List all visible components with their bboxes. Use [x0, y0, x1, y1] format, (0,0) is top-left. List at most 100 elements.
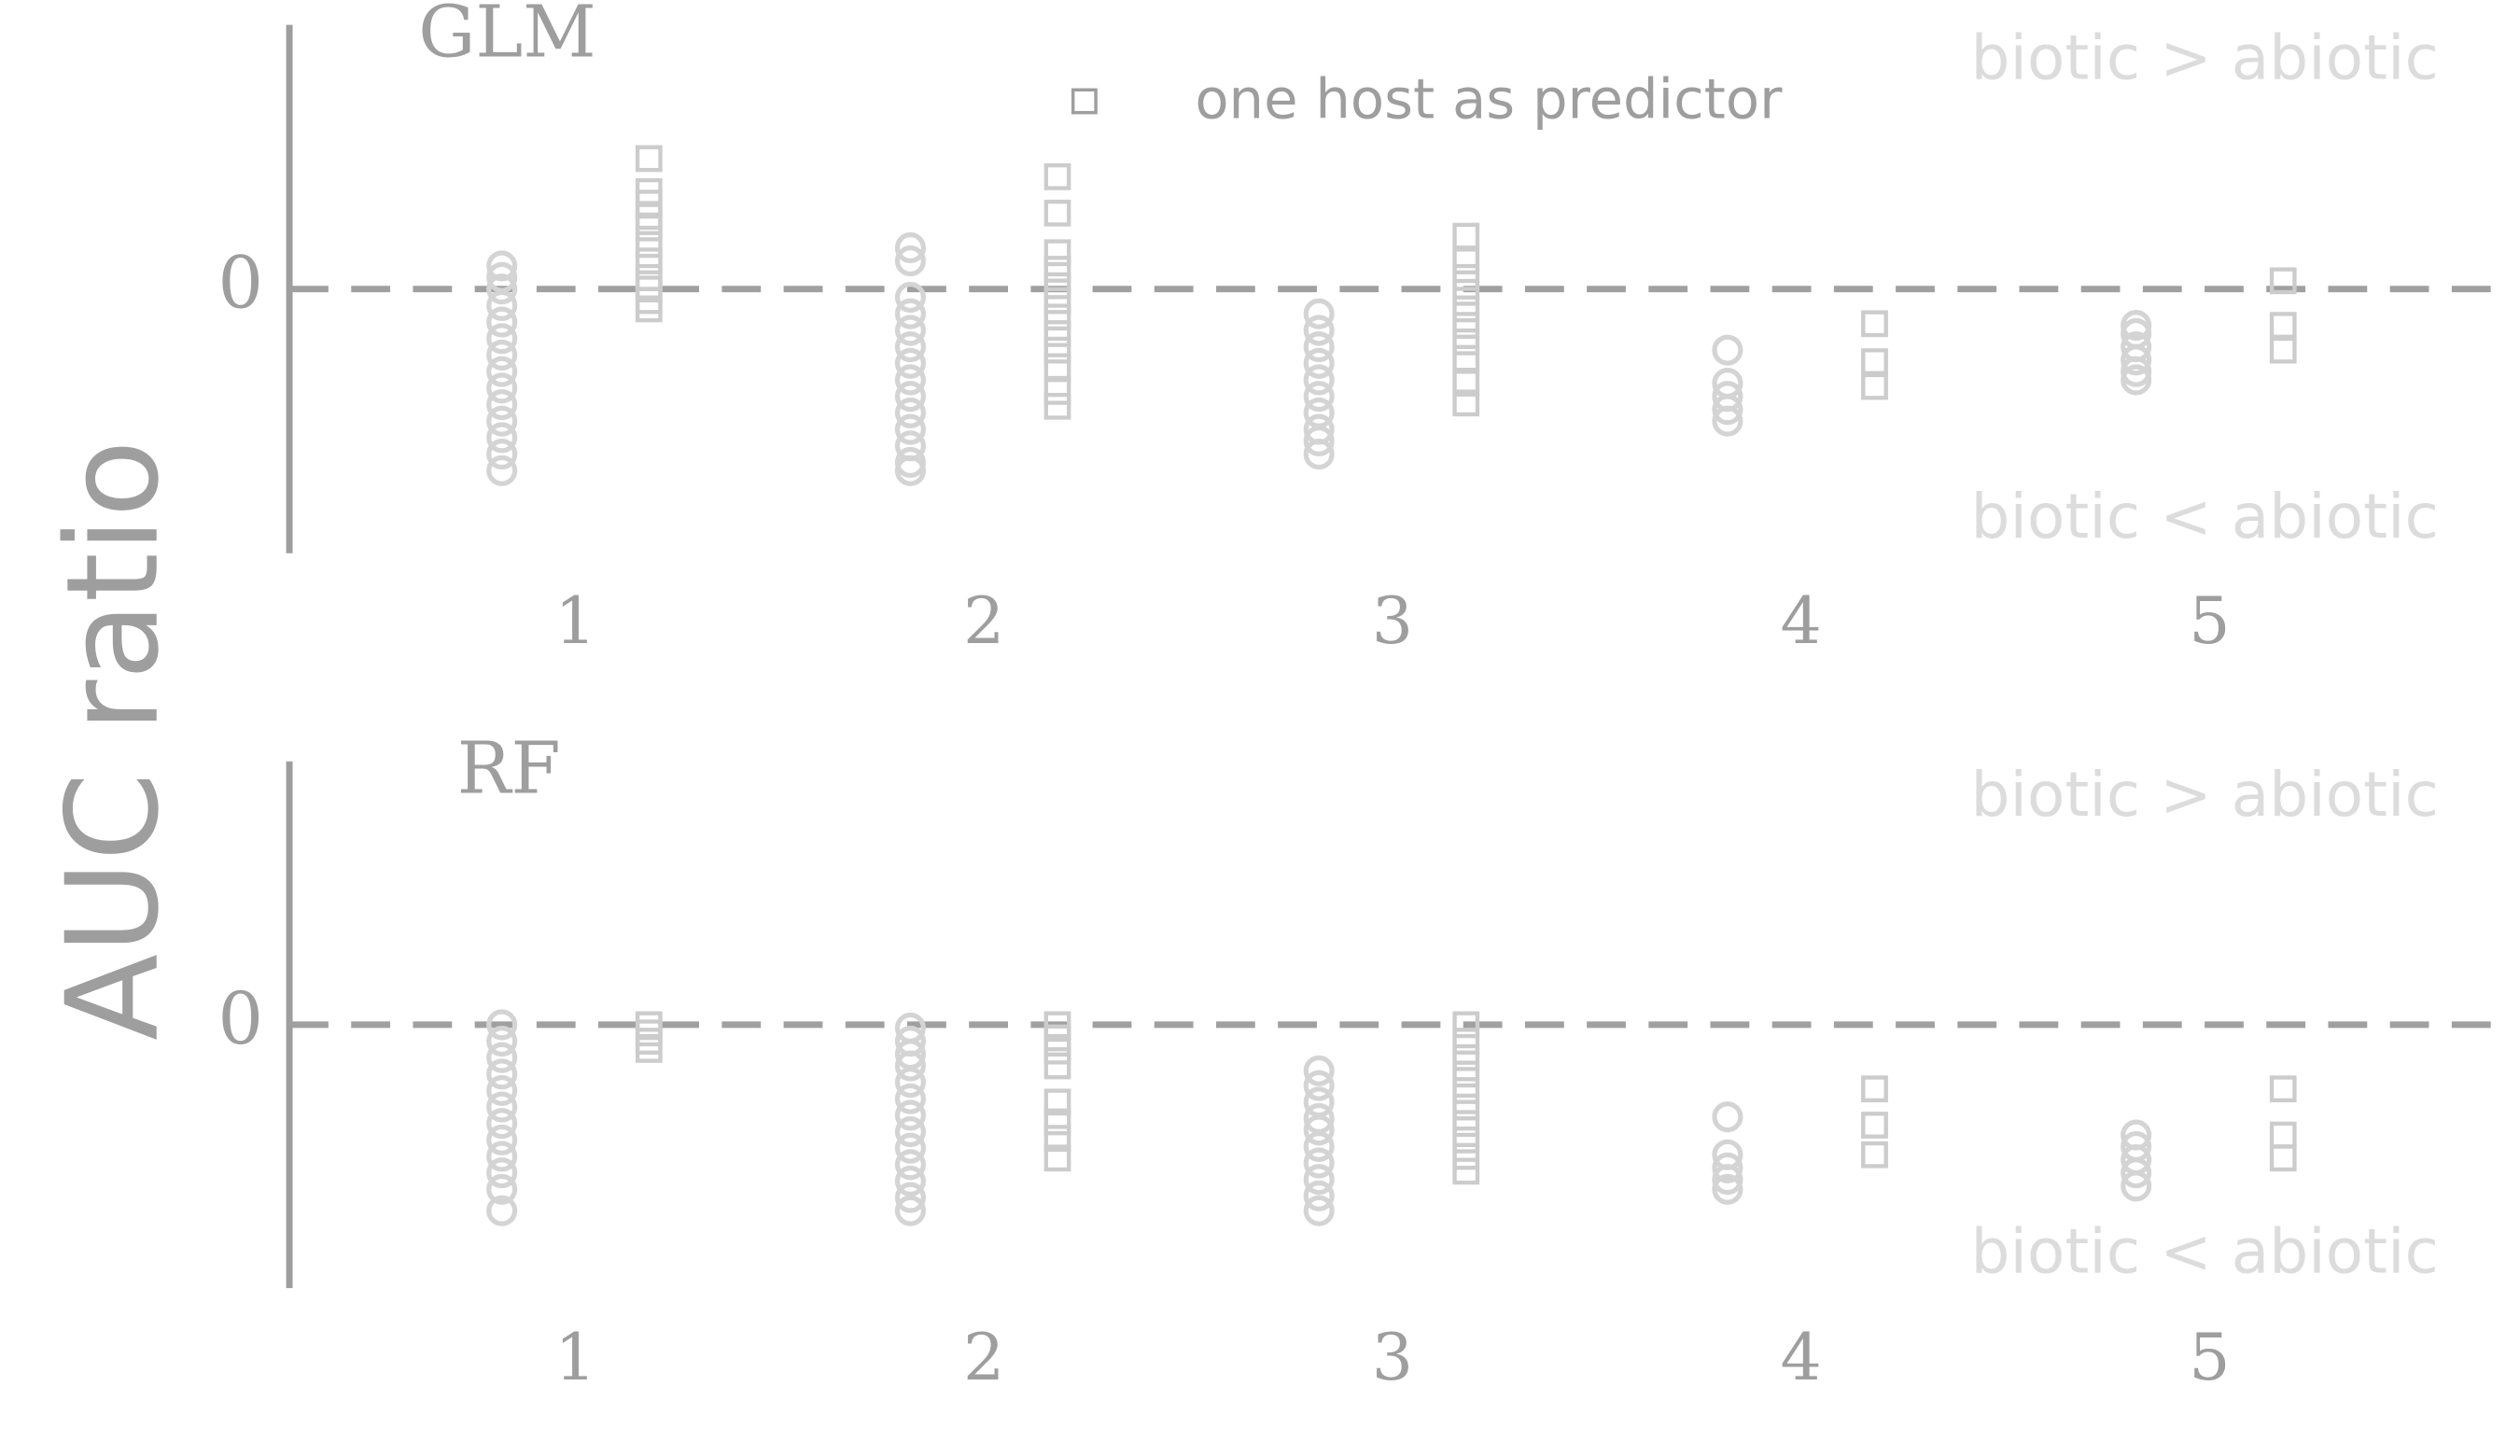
circle-point [486, 1157, 518, 1189]
circle-point [894, 455, 926, 486]
circle-point [486, 323, 518, 355]
circle-point [2121, 1170, 2152, 1202]
circle-point [1303, 347, 1335, 379]
square-point [1043, 199, 1071, 227]
x-tick-label: 1 [554, 1320, 595, 1395]
square-point [1452, 1142, 1480, 1170]
legend-marker [1071, 88, 1098, 115]
square-point [635, 247, 663, 274]
circle-point [894, 281, 926, 314]
square-point [1452, 344, 1480, 372]
circle-point [1303, 1164, 1335, 1196]
circle-point [1303, 331, 1335, 363]
circle-point [1712, 1152, 1743, 1183]
square-point [1043, 272, 1071, 300]
square-point [1043, 239, 1071, 267]
square-point [1452, 1157, 1480, 1185]
circle-point [1303, 1055, 1335, 1086]
circle-point [894, 1195, 926, 1226]
square-point [635, 1035, 663, 1063]
square-point [1043, 353, 1071, 381]
square-point [2269, 1075, 2297, 1103]
square-point [1452, 1093, 1480, 1121]
circle-point [1712, 1101, 1743, 1133]
circle-point [1303, 1147, 1335, 1179]
circle-point [1303, 1195, 1335, 1226]
x-tick-label: 3 [1372, 1320, 1413, 1395]
circle-point [486, 339, 518, 371]
panel-title: GLM [418, 0, 596, 75]
y-tick-label: 0 [217, 243, 263, 326]
circle-point [894, 1132, 926, 1164]
circle-point [894, 397, 926, 428]
square-point [1861, 1141, 1888, 1169]
circle-point [486, 356, 518, 387]
square-point [1452, 247, 1480, 274]
circle-point [486, 1074, 518, 1106]
square-point [635, 295, 663, 323]
circle-point [1712, 394, 1743, 426]
square-point [1452, 1110, 1480, 1138]
circle-point [1303, 1130, 1335, 1162]
square-point [1452, 1011, 1480, 1039]
square-point [1043, 256, 1071, 283]
square-point [1043, 1037, 1071, 1065]
circle-point [894, 364, 926, 396]
square-point [1043, 392, 1071, 420]
square-point [1861, 310, 1888, 338]
x-tick-label: 2 [963, 1320, 1004, 1395]
square-point [1452, 1043, 1480, 1071]
circle-point [486, 1173, 518, 1205]
circle-point [2121, 1157, 2152, 1189]
circle-point [1303, 364, 1335, 396]
circle-point [486, 422, 518, 454]
circle-point [1303, 315, 1335, 346]
circle-point [1303, 381, 1335, 413]
x-tick-label: 2 [963, 583, 1004, 659]
circle-point [1712, 1173, 1743, 1205]
circle-point [894, 1050, 926, 1082]
circle-point [1303, 425, 1335, 456]
square-point [2269, 1144, 2297, 1172]
circle-point [894, 231, 926, 263]
circle-point [486, 306, 518, 338]
circle-point [486, 1124, 518, 1155]
square-point [635, 214, 663, 242]
circle-point [1303, 298, 1335, 329]
circle-point [486, 289, 518, 321]
square-point [1452, 278, 1480, 306]
square-point [1043, 336, 1071, 364]
square-point [1452, 1077, 1480, 1104]
circle-point [894, 1099, 926, 1131]
circle-point [894, 1182, 926, 1213]
circle-point [486, 455, 518, 486]
square-point [1452, 263, 1480, 291]
square-point [2269, 336, 2297, 364]
square-point [1452, 370, 1480, 397]
square-point [1043, 377, 1071, 405]
circle-point [486, 1009, 518, 1041]
square-point [1452, 295, 1480, 323]
square-point [1452, 389, 1480, 417]
square-point [1452, 1126, 1480, 1154]
y-tick-label: 0 [217, 978, 263, 1061]
circle-point [486, 1091, 518, 1123]
x-tick-label: 1 [554, 583, 595, 659]
square-point [1452, 222, 1480, 250]
circle-point [486, 1108, 518, 1140]
x-tick-label: 4 [1781, 583, 1822, 659]
circle-point [894, 245, 926, 277]
circle-point [894, 298, 926, 329]
square-point [1861, 372, 1888, 400]
square-point [2269, 1121, 2297, 1149]
circle-point [1303, 1070, 1335, 1101]
circle-point [486, 372, 518, 404]
circle-point [486, 273, 518, 305]
square-point [1452, 1028, 1480, 1055]
square-point [1043, 287, 1071, 315]
square-point [635, 145, 663, 173]
circle-point [2121, 344, 2152, 376]
annotation: biotic < abiotic [1971, 481, 2439, 553]
panel-title: RF [457, 728, 561, 811]
circle-point [486, 388, 518, 421]
